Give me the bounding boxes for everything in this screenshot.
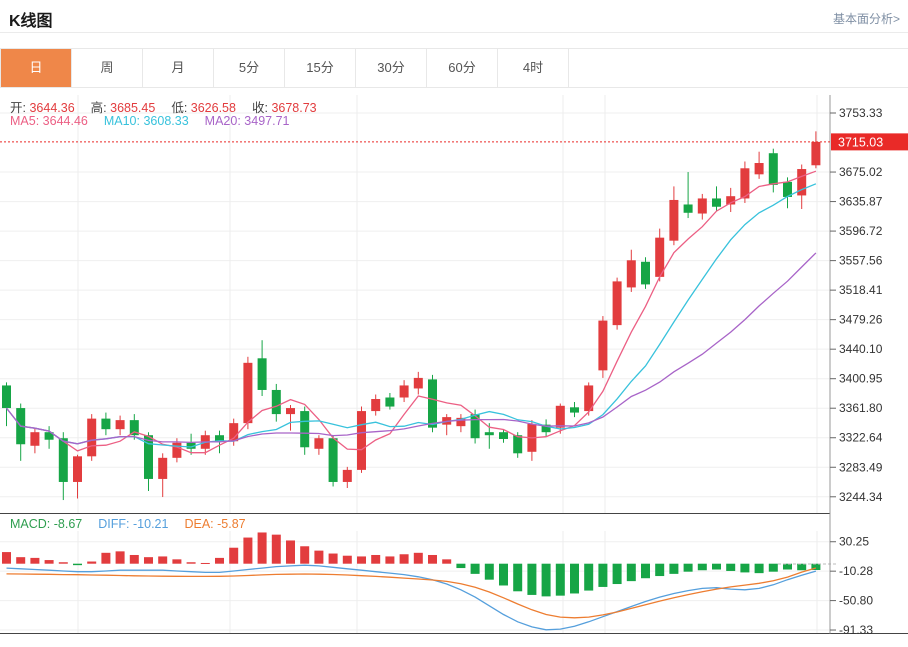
ma5-label: MA5: [10,114,40,128]
svg-text:3361.80: 3361.80 [839,401,883,415]
tab-5min[interactable]: 5分 [214,49,285,87]
svg-text:30.25: 30.25 [839,535,869,549]
ohlc-high-value: 3685.45 [110,101,156,115]
tab-15min[interactable]: 15分 [285,49,356,87]
svg-text:3715.03: 3715.03 [838,135,883,149]
ma20-legend: MA20: 3497.71 [205,114,290,128]
ohlc-low-label: 低: [171,101,188,115]
svg-text:3596.72: 3596.72 [839,224,883,238]
ohlc-row: 开: 3644.36 高: 3685.45 低: 3626.58 收: 3678… [10,97,317,116]
diff-value: -10.21 [133,517,169,531]
interval-tabbar: 日 周 月 5分 15分 30分 60分 4时 [0,48,908,88]
svg-text:3400.95: 3400.95 [839,372,883,386]
svg-text:3479.26: 3479.26 [839,313,883,327]
svg-text:-50.80: -50.80 [839,594,873,608]
tab-4hour[interactable]: 4时 [498,49,569,87]
svg-text:3753.33: 3753.33 [839,106,883,120]
ohlc-close-label: 收: [251,101,268,115]
ohlc-close: 收: 3678.73 [252,97,317,116]
ma20-value: 3497.71 [244,114,290,128]
ma10-legend: MA10: 3608.33 [104,114,189,128]
svg-text:3635.87: 3635.87 [839,195,883,209]
ohlc-low-value: 3626.58 [190,101,236,115]
diff-label: DIFF: [98,517,130,531]
diff-legend: DIFF: -10.21 [98,517,168,531]
svg-text:3518.41: 3518.41 [839,283,883,297]
tab-60min[interactable]: 60分 [427,49,498,87]
ma-legend-row: MA5: 3644.46 MA10: 3608.33 MA20: 3497.71 [10,114,289,128]
macd-legend-row: MACD: -8.67 DIFF: -10.21 DEA: -5.87 [10,517,246,531]
ma5-value: 3644.46 [42,114,88,128]
ohlc-low: 低: 3626.58 [171,97,236,116]
svg-text:3675.02: 3675.02 [839,165,883,179]
ohlc-open-label: 开: [10,101,26,115]
ohlc-high: 高: 3685.45 [91,97,156,116]
tab-week[interactable]: 周 [72,49,143,87]
ma20-label: MA20: [204,114,241,128]
tab-day[interactable]: 日 [1,49,72,87]
ma10-value: 3608.33 [143,114,189,128]
svg-text:-10.28: -10.28 [839,564,873,578]
svg-text:3283.49: 3283.49 [839,460,883,474]
macd-label: MACD: [10,517,51,531]
svg-text:3557.56: 3557.56 [839,254,883,268]
ohlc-close-value: 3678.73 [271,101,317,115]
dea-label: DEA: [184,517,214,531]
ma5-legend: MA5: 3644.46 [10,114,88,128]
ma10-label: MA10: [103,114,140,128]
fundamental-analysis-link[interactable]: 基本面分析> [832,12,900,26]
dea-legend: DEA: -5.87 [184,517,245,531]
svg-text:3322.64: 3322.64 [839,431,883,445]
ohlc-open: 开: 3644.36 [10,97,75,116]
svg-text:-91.33: -91.33 [839,623,873,637]
svg-text:3440.10: 3440.10 [839,342,883,356]
header: K线图 基本面分析> [0,0,908,33]
dea-value: -5.87 [217,517,246,531]
ohlc-open-value: 3644.36 [29,101,75,115]
page-title: K线图 [9,13,53,30]
ohlc-high-label: 高: [90,101,107,115]
macd-legend: MACD: -8.67 [10,517,82,531]
tab-month[interactable]: 月 [143,49,214,87]
svg-text:3244.34: 3244.34 [839,490,883,504]
tab-30min[interactable]: 30分 [356,49,427,87]
macd-value: -8.67 [53,517,83,531]
